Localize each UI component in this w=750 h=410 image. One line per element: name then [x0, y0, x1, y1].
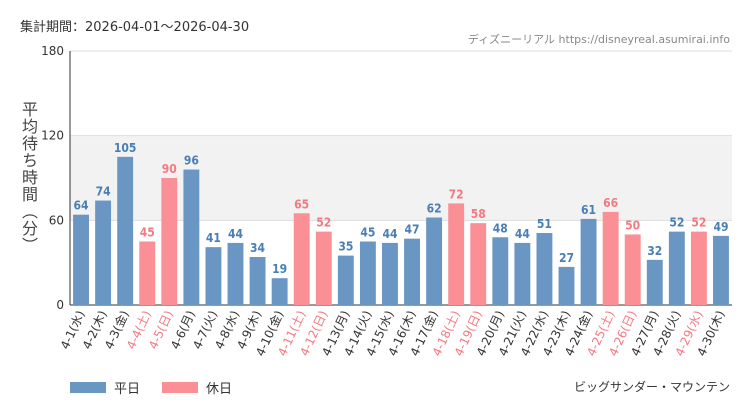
attraction-name: ビッグサンダー・マウンテン: [573, 380, 730, 394]
legend: 平日 休日: [70, 378, 232, 397]
data-label: 44: [515, 227, 531, 241]
bar: [337, 255, 354, 305]
bar: [293, 213, 310, 305]
bar: [249, 257, 266, 305]
data-label: 41: [206, 231, 221, 245]
data-label: 64: [74, 199, 90, 213]
data-label: 96: [184, 154, 199, 168]
bar: [713, 235, 729, 305]
legend-swatch-weekday: [70, 382, 106, 393]
site-credit: ディズニーリアル https://disneyreal.asumirai.inf…: [467, 33, 730, 46]
data-label: 61: [581, 203, 596, 217]
data-label: 45: [140, 226, 155, 240]
legend-item-weekday: 平日: [70, 378, 140, 397]
data-label: 44: [228, 227, 244, 241]
y-tick-label: 120: [41, 129, 64, 143]
bar-chart: 060120180644-1(水)744-2(木)1054-3(金)454-4(…: [41, 44, 732, 358]
bar: [271, 278, 288, 305]
bar: [646, 259, 663, 305]
y-axis-title: 平均待ち時間（分）: [19, 101, 38, 254]
bar: [580, 218, 597, 305]
bar: [382, 242, 398, 305]
bar: [227, 242, 244, 305]
data-label: 90: [162, 162, 177, 176]
bar: [624, 234, 641, 305]
data-label: 72: [449, 187, 464, 201]
bar: [315, 231, 332, 305]
data-label: 66: [603, 196, 618, 210]
data-label: 58: [471, 207, 486, 221]
data-label: 65: [294, 197, 309, 211]
bar: [359, 241, 376, 305]
bar: [536, 233, 553, 305]
data-label: 19: [272, 262, 287, 276]
bar: [139, 241, 156, 305]
y-tick-label: 60: [49, 213, 64, 227]
bar: [183, 169, 200, 305]
legend-item-holiday: 休日: [162, 378, 232, 397]
bar: [161, 178, 178, 305]
data-label: 62: [427, 202, 442, 216]
legend-swatch-holiday: [162, 382, 199, 393]
data-label: 27: [559, 251, 574, 265]
bar: [95, 200, 112, 305]
data-label: 47: [405, 223, 420, 237]
bar: [73, 214, 89, 305]
data-label: 35: [338, 240, 353, 254]
bar: [558, 266, 575, 305]
bar: [205, 247, 222, 305]
data-label: 52: [316, 216, 331, 230]
period-label: 集計期間：2026-04-01～2026-04-30: [20, 20, 250, 35]
bar: [426, 217, 443, 305]
data-label: 45: [360, 226, 375, 240]
bar: [514, 242, 531, 305]
bar: [492, 237, 509, 305]
data-label: 52: [669, 216, 684, 230]
data-label: 52: [691, 216, 706, 230]
highlight-band: [70, 135, 732, 221]
bar: [404, 238, 420, 305]
bar: [602, 211, 619, 305]
bar: [668, 231, 685, 305]
data-label: 44: [382, 227, 398, 241]
bar: [690, 231, 707, 305]
data-label: 34: [250, 241, 266, 255]
bar: [470, 223, 487, 305]
y-axis-title-container: 平均待ち時間（分）: [8, 50, 48, 305]
data-label: 74: [96, 185, 112, 199]
data-label: 32: [647, 244, 662, 258]
y-tick-label: 0: [56, 298, 64, 312]
legend-label-holiday: 休日: [206, 382, 233, 397]
data-label: 105: [114, 141, 137, 155]
data-label: 50: [625, 218, 640, 232]
bar: [117, 156, 134, 305]
data-label: 49: [713, 220, 728, 234]
data-label: 51: [537, 217, 552, 231]
bar: [448, 203, 465, 305]
data-label: 48: [493, 221, 508, 235]
y-tick-label: 180: [41, 44, 64, 58]
legend-label-weekday: 平日: [114, 382, 141, 397]
